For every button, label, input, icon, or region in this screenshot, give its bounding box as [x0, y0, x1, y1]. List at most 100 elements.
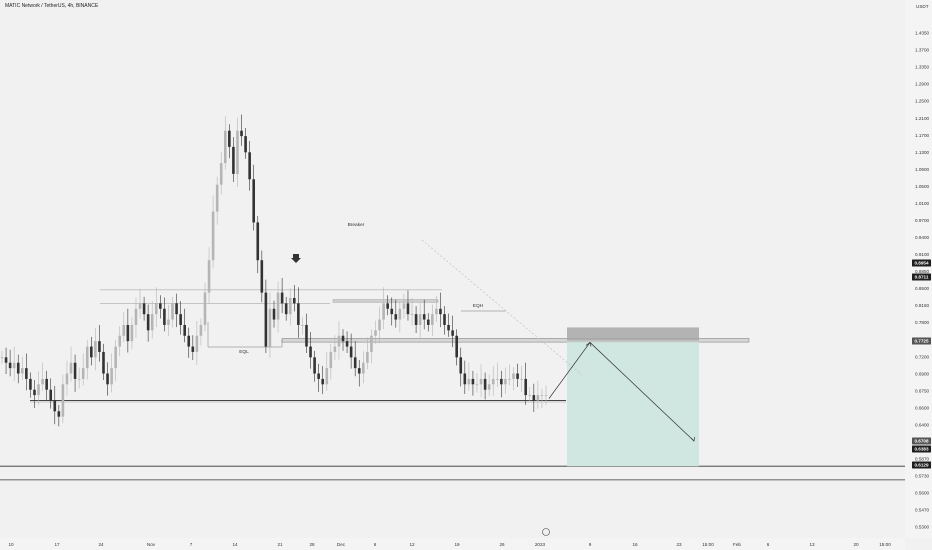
candle-body	[126, 324, 130, 342]
candle-body	[280, 292, 284, 304]
candle-body	[426, 319, 430, 325]
candle-body	[463, 373, 467, 385]
price-tick-label: 0.5600	[915, 491, 929, 496]
price-tick-label: 0.6600	[915, 405, 929, 410]
price-badge	[912, 337, 931, 345]
candle-body	[325, 368, 329, 385]
candle-body	[544, 395, 548, 396]
candle-body	[16, 362, 20, 374]
price-tick-label: 0.9700	[915, 218, 929, 223]
candle-body	[390, 308, 394, 315]
goto-realtime-icon[interactable]	[542, 528, 550, 536]
price-badge	[912, 461, 931, 469]
price-tick-label: 1.0100	[915, 201, 929, 206]
time-tick-label: 17	[54, 542, 60, 547]
candle-body	[102, 351, 105, 374]
projection-arrowhead	[690, 436, 695, 442]
candle-body	[451, 330, 454, 336]
candle-body	[191, 346, 195, 352]
candle-body	[284, 303, 288, 315]
candle-body	[142, 303, 146, 315]
candle-body	[118, 335, 122, 347]
candle-body	[301, 324, 304, 326]
candle-body	[29, 378, 32, 390]
projection-arrowhead	[585, 341, 592, 347]
time-axis-panel[interactable]	[0, 538, 905, 550]
candle-body	[244, 136, 247, 153]
candle-body	[232, 146, 235, 174]
candle-body	[252, 179, 256, 223]
candle-body	[163, 308, 166, 325]
candle-body	[431, 314, 434, 325]
dashed-trendline[interactable]	[421, 239, 583, 376]
candle-body	[341, 335, 345, 342]
price-tick-label: 0.6900	[915, 371, 929, 376]
candle-body	[260, 260, 264, 293]
price-tick-label: 0.8150	[915, 303, 929, 308]
candle-body	[77, 378, 81, 380]
candle-body	[532, 395, 536, 401]
time-tick-label: 21	[277, 542, 283, 547]
candle-body	[305, 324, 308, 347]
candle-body	[288, 297, 292, 315]
time-tick-label: 15:00	[879, 542, 891, 547]
candle-body	[167, 319, 170, 325]
price-tick-label: 0.5300	[915, 525, 929, 530]
time-tick-label: 19	[454, 542, 460, 547]
candle-body	[171, 303, 174, 320]
candle-body	[516, 373, 519, 379]
candle-body	[175, 303, 178, 315]
candle-body	[491, 378, 495, 385]
candle-body	[0, 357, 4, 359]
price-tick-label: 1.2100	[915, 116, 929, 121]
candle-body	[500, 378, 503, 385]
candle-body	[292, 297, 296, 304]
candle-body	[73, 362, 77, 379]
candle-body	[187, 335, 191, 347]
time-tick-label: 14	[232, 542, 238, 547]
time-tick-label: 13	[809, 542, 815, 547]
candle-body	[183, 324, 186, 336]
candle-body	[154, 303, 158, 315]
candle-body	[219, 163, 223, 185]
candle-body	[150, 314, 154, 331]
candle-body	[337, 335, 341, 347]
candle-body	[207, 260, 211, 293]
take-profit-zone[interactable]	[567, 342, 699, 467]
price-badge-label: 0.8711	[915, 275, 929, 280]
price-badge-label: 0.6129	[914, 463, 928, 468]
candle-body	[495, 378, 499, 380]
eql-bracket	[207, 322, 283, 348]
candle-body	[386, 303, 389, 309]
candle-body	[366, 351, 369, 363]
price-tick-label: 1.4350	[915, 31, 929, 36]
candle-body	[81, 368, 85, 379]
breaker-level-band[interactable]	[332, 299, 439, 303]
price-tick-label: 1.0900	[915, 167, 929, 172]
candle-body	[248, 152, 251, 180]
candle-body	[106, 373, 109, 385]
price-badge	[912, 273, 931, 281]
candle-body	[540, 395, 544, 396]
price-tick-label: 1.0500	[915, 184, 929, 189]
candle-body	[146, 314, 150, 331]
time-tick-label: 10	[8, 542, 14, 547]
candle-body	[536, 395, 540, 401]
candle-body	[382, 303, 385, 320]
candle-body	[402, 303, 406, 309]
candle-body	[61, 384, 65, 417]
time-tick-label: Nov	[147, 542, 156, 547]
price-tick-label: 0.5470	[915, 508, 929, 513]
price-tick-label: 1.1700	[915, 133, 929, 138]
price-badge	[912, 445, 931, 453]
stop-loss-zone[interactable]	[567, 327, 699, 341]
candle-body	[110, 368, 113, 385]
price-tick-label: 0.6750	[915, 388, 929, 393]
price-tick-label: 1.2900	[915, 82, 929, 87]
candle-body	[53, 400, 57, 412]
candle-body	[69, 362, 73, 374]
candle-body	[264, 292, 268, 347]
candle-body	[8, 362, 12, 369]
